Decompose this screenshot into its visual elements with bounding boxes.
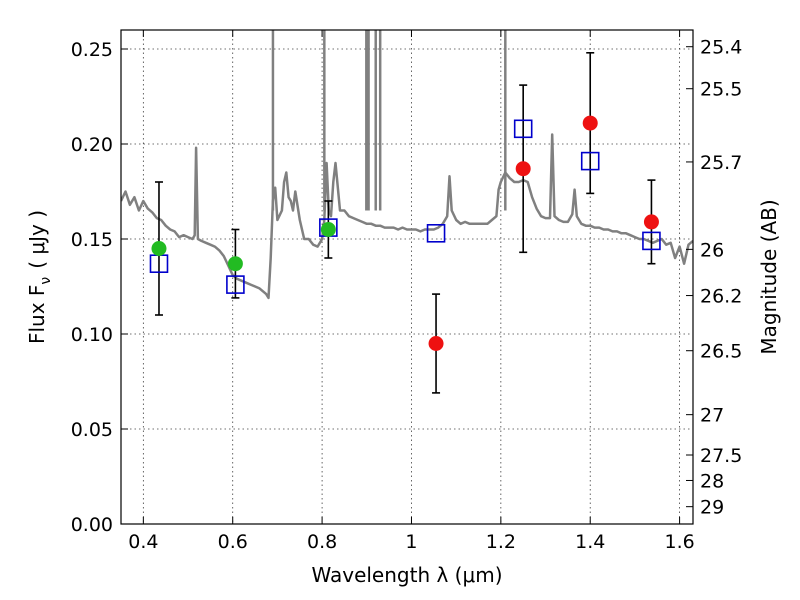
y-axis-title: Flux Fν ( μJy ) bbox=[25, 210, 54, 344]
nir-detection-point bbox=[643, 214, 659, 230]
model-photometry-square bbox=[513, 119, 533, 139]
plot-frame bbox=[120, 29, 694, 525]
right-tick-label: 25.5 bbox=[700, 79, 742, 101]
detection-point bbox=[320, 222, 336, 237]
right-tick-label: 26 bbox=[700, 239, 724, 261]
right-tick-label: 25.4 bbox=[700, 37, 742, 59]
gridlines bbox=[121, 30, 693, 525]
model-photometry-square bbox=[642, 231, 661, 251]
x-tick-label: 0.4 bbox=[128, 531, 158, 553]
model-photometry-square bbox=[426, 224, 446, 243]
y-tick-label: 0.05 bbox=[71, 419, 113, 441]
model-photometry-square bbox=[580, 151, 600, 171]
y-axis-title-unit: ( μJy ) bbox=[25, 210, 49, 269]
nir-detection-point bbox=[515, 161, 531, 177]
emission-line-spikes bbox=[271, 30, 507, 211]
right-tick-label: 28 bbox=[700, 470, 724, 492]
data-markers bbox=[149, 51, 661, 394]
x-tick-label: 0.8 bbox=[307, 531, 337, 553]
x-tick-label: 0.6 bbox=[218, 531, 248, 553]
y-axis-title-sub: ν bbox=[38, 277, 54, 285]
plot-area bbox=[121, 30, 693, 300]
right-tick-label: 26.5 bbox=[700, 341, 742, 363]
nir-detection-point bbox=[428, 336, 444, 351]
right-axis-title: Magnitude (AB) bbox=[757, 199, 781, 354]
y-tick-label: 0.20 bbox=[71, 134, 113, 156]
nir-detection-point bbox=[582, 115, 598, 131]
detection-point bbox=[151, 241, 167, 256]
axis-ticks: 0.4 0.6 0.8 1 1.2 1.4 1.6 0.00 0.05 0.10 0.15 0.20 0… bbox=[71, 30, 742, 553]
right-tick-label: 26.2 bbox=[700, 286, 742, 308]
right-tick-label: 27.5 bbox=[700, 445, 742, 467]
x-tick-label: 1.6 bbox=[664, 531, 694, 553]
y-tick-label: 0.15 bbox=[71, 229, 113, 251]
x-tick-label: 1.4 bbox=[575, 531, 605, 553]
right-tick-label: 27 bbox=[700, 405, 724, 427]
model-photometry-square bbox=[226, 275, 245, 294]
y-tick-label: 0.10 bbox=[71, 324, 113, 346]
x-tick-label: 1.2 bbox=[486, 531, 516, 553]
x-tick-label: 1 bbox=[405, 531, 417, 553]
right-tick-label: 25.7 bbox=[700, 152, 742, 174]
y-axis-title-main: Flux F bbox=[25, 285, 49, 344]
y-tick-label: 0.25 bbox=[71, 39, 113, 61]
y-tick-label: 0.00 bbox=[71, 514, 113, 536]
right-tick-label: 29 bbox=[700, 497, 724, 519]
model-spectrum-line bbox=[121, 133, 693, 300]
x-axis-title: Wavelength λ (μm) bbox=[311, 563, 502, 587]
detection-point bbox=[227, 256, 243, 272]
